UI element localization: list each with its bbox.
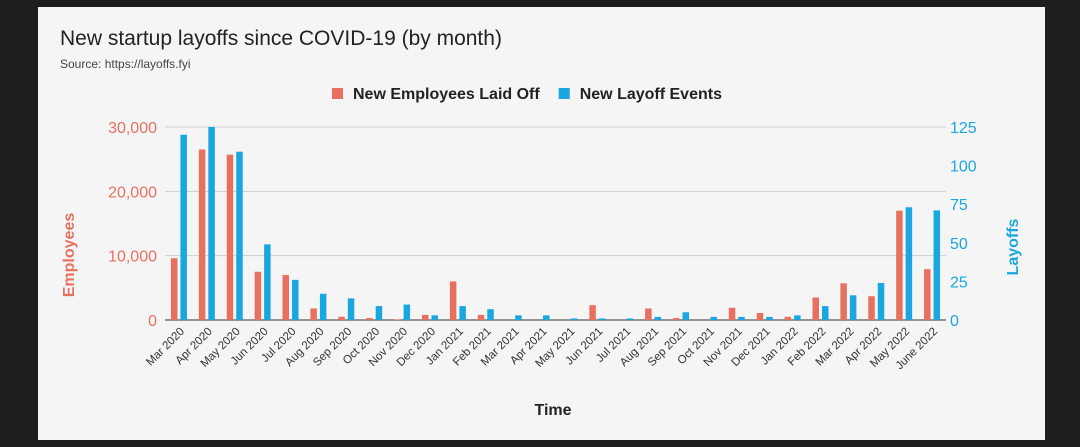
y-tick-right: 125: [950, 120, 977, 137]
chart-subtitle: Source: https://layoffs.fyi: [60, 57, 191, 71]
gridlines: [165, 126, 946, 321]
y-tick-left: 20,000: [108, 184, 157, 201]
bar-layoffs: [236, 151, 243, 320]
y-tick-left: 0: [148, 313, 157, 330]
bar-employees: [784, 316, 792, 320]
y-tick-left: 10,000: [108, 249, 157, 266]
x-axis-title: Time: [534, 402, 571, 419]
y-tick-right: 75: [950, 197, 968, 214]
bar-employees: [477, 314, 485, 320]
bar-employees: [226, 154, 234, 320]
bar-layoffs: [543, 315, 550, 320]
bar-layoffs: [905, 207, 913, 320]
bar-layoffs: [654, 316, 662, 320]
bar-layoffs: [598, 318, 606, 320]
chart-card: New startup layoffs since COVID-19 (by m…: [38, 7, 1045, 440]
bar-employees: [924, 269, 931, 320]
bar-employees: [840, 283, 847, 320]
bar-employees: [673, 318, 680, 320]
bar-employees: [896, 210, 903, 320]
bar-layoffs: [180, 134, 187, 320]
bar-layoffs: [319, 293, 327, 320]
bar-layoffs: [626, 318, 634, 320]
bar-layoffs: [515, 315, 522, 320]
bar-layoffs: [208, 127, 215, 320]
bar-employees: [756, 312, 764, 320]
bar-layoffs: [738, 316, 745, 320]
bar-layoffs: [570, 318, 578, 320]
bar-employees: [198, 149, 206, 320]
bar-layoffs: [459, 306, 466, 320]
bar-layoffs: [877, 282, 885, 320]
bar-employees: [421, 314, 429, 320]
bar-employees: [338, 316, 345, 320]
chart-title: New startup layoffs since COVID-19 (by m…: [60, 27, 502, 50]
bar-layoffs: [710, 316, 717, 320]
bars: [170, 127, 941, 320]
bar-layoffs: [682, 312, 690, 320]
y-tick-right: 0: [950, 313, 959, 330]
bar-layoffs: [431, 315, 438, 320]
bar-employees: [282, 274, 290, 320]
bar-layoffs: [347, 298, 355, 320]
y-tick-right: 50: [950, 236, 968, 253]
bar-employees: [728, 307, 736, 320]
bar-layoffs: [933, 210, 941, 320]
bar-employees: [645, 308, 652, 320]
bar-layoffs: [375, 306, 383, 320]
bar-layoffs: [794, 315, 801, 320]
y-tick-left: 30,000: [108, 120, 157, 137]
bar-layoffs: [264, 244, 271, 320]
bar-layoffs: [487, 309, 494, 320]
legend-swatch: [332, 88, 343, 99]
bar-employees: [812, 297, 819, 320]
y-tick-right: 25: [950, 274, 968, 291]
bar-layoffs: [821, 306, 829, 320]
bar-employees: [254, 271, 262, 320]
bar-employees: [589, 305, 596, 320]
bar-layoffs: [403, 304, 411, 320]
legend-swatch: [558, 88, 570, 99]
y-tick-right: 100: [950, 159, 977, 176]
legend-label: New Employees Laid Off: [353, 86, 540, 103]
bar-employees: [310, 308, 317, 320]
bar-layoffs: [849, 295, 857, 320]
y-axis-title-right: Layoffs: [1005, 218, 1022, 275]
bar-employees: [366, 318, 373, 320]
legend-label: New Layoff Events: [580, 86, 722, 103]
bar-layoffs: [292, 279, 299, 320]
bar-employees: [170, 258, 178, 320]
y-axis-title-left: Employees: [61, 213, 78, 298]
bar-layoffs: [766, 316, 773, 320]
bar-employees: [394, 319, 401, 320]
bar-employees: [868, 296, 875, 320]
legend: New Employees Laid Off New Layoff Events: [332, 86, 722, 103]
bar-employees: [449, 281, 457, 320]
